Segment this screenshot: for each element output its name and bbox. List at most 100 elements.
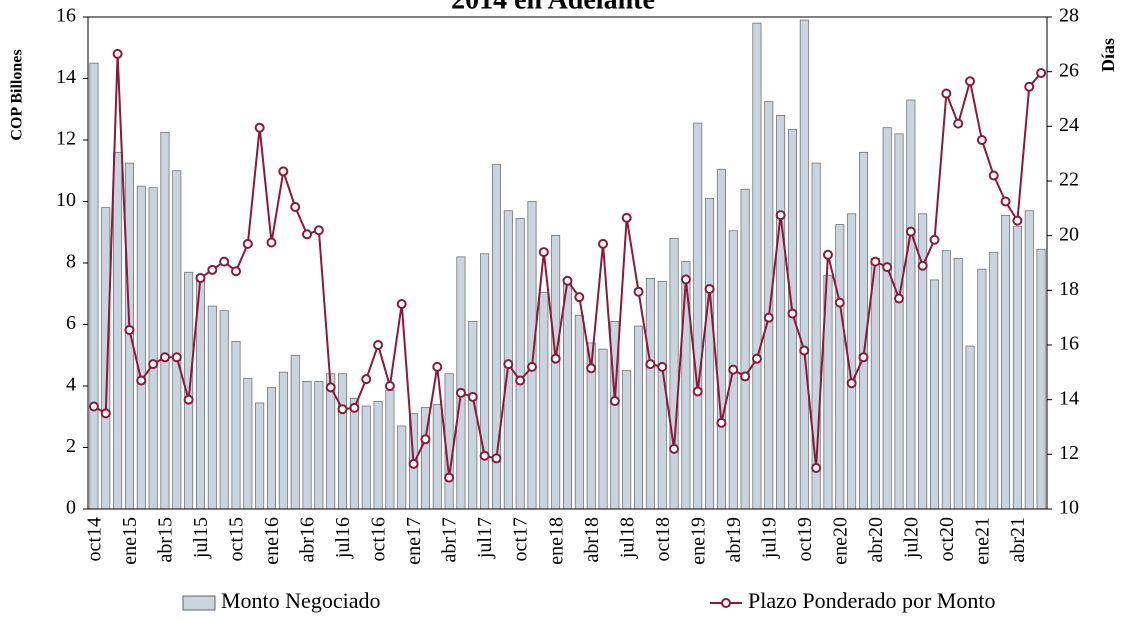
bar	[657, 281, 667, 510]
line-marker	[444, 472, 455, 483]
line-marker	[242, 238, 253, 249]
bar	[243, 377, 253, 510]
line-marker	[787, 308, 798, 319]
bar	[776, 115, 786, 510]
line-marker	[562, 275, 573, 286]
bar	[835, 224, 845, 510]
line-marker	[941, 88, 952, 99]
bar	[219, 310, 229, 510]
line-marker	[988, 170, 999, 181]
bar	[267, 387, 277, 510]
bar	[539, 291, 549, 510]
chart-title: 2014 en Adelante	[451, 0, 655, 15]
bar	[148, 187, 158, 510]
x-tick-label: jul19	[758, 517, 780, 559]
y2-tick-label: 26	[1059, 59, 1079, 81]
line-marker	[965, 76, 976, 87]
bar	[278, 371, 288, 510]
y-tick-label: 8	[66, 251, 76, 273]
bar	[563, 281, 572, 510]
x-tick-label: abr21	[1007, 517, 1029, 563]
bar	[799, 19, 809, 510]
bar	[397, 425, 407, 510]
bar	[906, 99, 916, 510]
line-marker	[526, 361, 537, 372]
line-marker	[195, 273, 206, 284]
line-marker	[728, 364, 739, 375]
line-marker	[633, 286, 644, 297]
bar	[385, 390, 395, 510]
line-marker	[740, 371, 751, 382]
x-tick-label: jul20	[900, 517, 922, 559]
bar	[787, 128, 797, 510]
plot-frame	[87, 16, 1048, 510]
bar	[1036, 248, 1046, 510]
bar	[302, 381, 312, 510]
line-marker	[846, 378, 857, 389]
y2-tick-label: 24	[1059, 114, 1079, 136]
x-tick-label: abr15	[155, 517, 177, 563]
bar	[941, 250, 951, 510]
line-marker	[645, 359, 656, 370]
line-marker	[775, 210, 786, 221]
bar	[622, 370, 632, 510]
x-tick-label: jul17	[474, 517, 496, 559]
bar	[314, 381, 324, 510]
x-tick-label: abr20	[865, 517, 887, 563]
line-marker	[763, 312, 774, 323]
bar	[894, 133, 904, 510]
y-tick-label: 14	[56, 66, 76, 88]
x-tick-label: oct15	[226, 517, 248, 561]
line-marker	[882, 262, 893, 273]
line-marker	[148, 359, 159, 370]
x-tick-label: ene18	[545, 517, 567, 565]
y-tick-label: 12	[56, 128, 76, 150]
line-marker	[432, 361, 443, 372]
bar	[527, 201, 537, 510]
line-marker	[716, 417, 727, 428]
bar	[515, 218, 525, 510]
bar	[716, 168, 726, 510]
line-marker	[704, 283, 715, 294]
line-marker	[337, 404, 348, 415]
line-marker	[313, 225, 324, 236]
bar	[882, 127, 892, 510]
bar	[764, 101, 774, 510]
line-marker	[183, 394, 194, 405]
bar	[255, 402, 265, 510]
x-tick-label: ene21	[971, 517, 993, 565]
line-marker	[503, 359, 514, 370]
line-marker	[349, 402, 360, 413]
line-marker	[219, 256, 230, 267]
line-marker	[230, 266, 241, 277]
bar	[740, 188, 750, 510]
line-marker	[976, 135, 987, 145]
line-marker	[1012, 215, 1023, 226]
bar	[160, 131, 170, 510]
bar	[705, 198, 715, 510]
line-marker	[574, 292, 585, 303]
line-marker	[1024, 81, 1035, 92]
bar	[373, 401, 383, 510]
legend-swatch-marker	[721, 598, 731, 608]
line-marker	[811, 463, 822, 473]
bar	[693, 122, 703, 510]
line-marker	[1036, 68, 1047, 79]
x-tick-label: oct20	[936, 517, 958, 561]
legend-swatch	[182, 595, 216, 611]
x-tick-label: oct17	[510, 517, 532, 561]
line-marker	[124, 324, 135, 335]
bar	[977, 268, 987, 510]
x-tick-label: oct19	[794, 517, 816, 561]
line-marker	[361, 374, 372, 385]
bar	[101, 207, 111, 510]
bar	[870, 258, 880, 510]
line-marker	[278, 166, 289, 177]
bar	[551, 234, 561, 510]
bar	[1012, 225, 1022, 510]
line-marker	[692, 386, 703, 397]
bar	[574, 314, 584, 510]
line-marker	[586, 363, 597, 374]
bar	[480, 253, 490, 510]
